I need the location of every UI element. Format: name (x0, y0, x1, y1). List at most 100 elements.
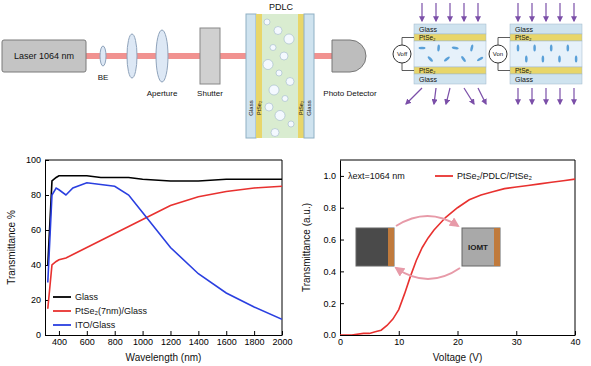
pdlc-label: PDLC (269, 2, 294, 12)
inset-photo (356, 228, 394, 266)
ptse2-layer (510, 67, 582, 74)
light-arrow (478, 88, 486, 104)
glass-label: Glass (515, 26, 533, 33)
legend-swatch (53, 310, 71, 312)
ptse2-label: PtSe₂ (298, 101, 304, 115)
x-tick-mark (282, 331, 283, 335)
x-tick-label: 400 (52, 337, 67, 347)
x-tick-mark (59, 331, 60, 335)
laser-body (2, 40, 86, 72)
voltage-source (393, 45, 411, 63)
y-tick-mark (45, 230, 49, 231)
x-tick-mark (254, 331, 255, 335)
lc-droplet (265, 103, 273, 111)
lc-droplet (288, 121, 294, 127)
glass-plate (414, 24, 486, 34)
light-arrow (434, 88, 436, 104)
lens (127, 34, 137, 78)
y-tick: 0 (36, 330, 49, 340)
legend-swatch (53, 296, 71, 298)
y-tick-label: 0 (36, 330, 41, 340)
y-axis-line (45, 161, 46, 336)
lc-molecule (550, 45, 553, 52)
ptse2-label: PtSe₂ (419, 34, 436, 41)
x-tick-label: 800 (108, 337, 123, 347)
lc-droplet (274, 27, 282, 35)
photo-detector (332, 40, 366, 72)
glass-label: Glass (419, 26, 437, 33)
y-tick-mark (340, 303, 344, 304)
light-arrow (545, 88, 546, 104)
annotation: λext=1064 nm (348, 171, 405, 181)
lc-molecule (460, 55, 466, 62)
light-arrow (559, 88, 560, 104)
lc-molecule (476, 56, 483, 62)
y-tick: 0.2 (323, 299, 344, 309)
plot-frame (45, 160, 282, 335)
lc-molecule (575, 56, 578, 63)
x-tick-label: 1000 (133, 337, 153, 347)
lc-droplet (263, 60, 273, 70)
x-tick-label: 1400 (189, 337, 209, 347)
lc-layer (414, 41, 486, 67)
series-line (48, 186, 282, 309)
x-tick-label: 1600 (217, 337, 237, 347)
x-axis: 010203040 (338, 331, 581, 347)
x-tick-mark (115, 331, 116, 335)
glass-label: Glass (306, 100, 312, 115)
y-tick: 80 (31, 190, 49, 200)
state-cell: GlassPtSe₂PtSe₂GlassVon (489, 3, 582, 104)
voltage-label: Von (493, 51, 503, 57)
y-tick: 0.4 (323, 267, 344, 277)
x-tick-label: 1800 (245, 337, 265, 347)
x-tick-mark (516, 331, 517, 335)
legend-label: PtSe₂(7nm)/Glass (75, 306, 148, 316)
lc-molecule (533, 45, 536, 52)
x-axis-title: Voltage (V) (433, 352, 482, 363)
x-tick-mark (226, 331, 227, 335)
y-tick-mark (45, 335, 49, 336)
shutter-label: Shutter (197, 89, 223, 98)
lc-molecule (517, 45, 520, 52)
ptse2-layer (414, 67, 486, 74)
x-tick-mark (143, 331, 144, 335)
plot-frame (340, 160, 575, 335)
plot-area (340, 179, 575, 335)
legend: PtSe₂/PDLC/PtSe₂ (435, 171, 533, 181)
x-tick-label: 0 (338, 337, 343, 347)
light-arrow (517, 88, 518, 104)
light-arrow (435, 3, 436, 21)
glass-plate (246, 14, 256, 138)
lc-molecule (452, 46, 459, 50)
glass-label: Glass (515, 76, 533, 83)
glass-plate (510, 24, 582, 34)
lc-droplet (286, 78, 294, 86)
annotations: λext=1064 nmIOMT (348, 171, 500, 279)
lc-droplet (264, 19, 270, 25)
beam-expander-label: BE (98, 73, 109, 82)
lens (156, 30, 168, 82)
y-tick-label: 100 (26, 155, 41, 165)
glass-plate (510, 74, 582, 84)
x-tick-mark (575, 331, 576, 335)
y-axis-title: Transmittance % (6, 210, 17, 285)
lc-molecule (470, 44, 474, 51)
state-cell: GlassPtSe₂PtSe₂GlassVoff (393, 3, 486, 104)
ptse2-label: PtSe₂ (419, 67, 436, 74)
lc-droplet (269, 85, 279, 95)
y-tick-label: 0.4 (323, 267, 336, 277)
y-tick-label: 0.0 (323, 330, 336, 340)
x-tick-mark (87, 331, 88, 335)
y-tick: 60 (31, 225, 49, 235)
x-tick: 1200 (161, 331, 181, 347)
y-tick-label: 0.6 (323, 235, 336, 245)
x-tick: 1000 (133, 331, 153, 347)
voltage-source (489, 45, 507, 63)
light-arrow (531, 88, 532, 104)
y-tick-mark (340, 240, 344, 241)
lc-molecule (558, 56, 561, 63)
y-tick-mark (45, 195, 49, 196)
y-tick: 100 (26, 155, 49, 165)
x-tick: 1400 (189, 331, 209, 347)
light-arrow (406, 88, 422, 104)
